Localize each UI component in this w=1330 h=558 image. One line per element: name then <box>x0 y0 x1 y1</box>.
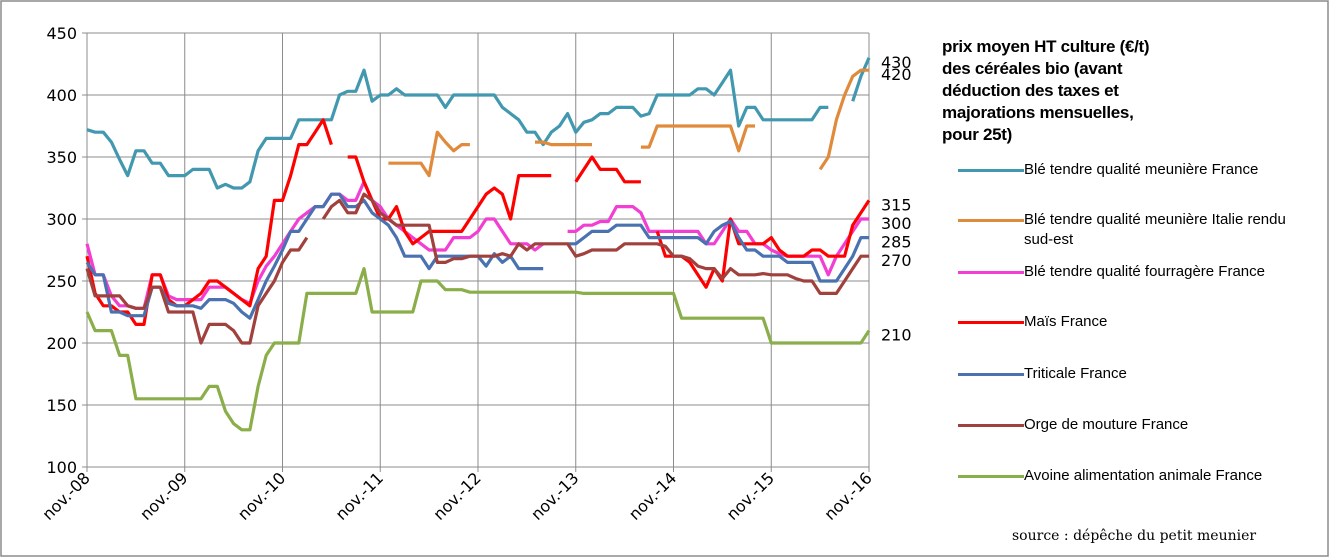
series-line <box>86 57 871 190</box>
end-label: 300 <box>881 214 912 233</box>
legend-swatch <box>958 475 1024 478</box>
x-tick-label: nov.-15 <box>723 468 778 523</box>
y-tick-label: 200 <box>46 334 77 353</box>
end-label: 315 <box>881 195 912 214</box>
legend-swatch <box>958 271 1024 274</box>
end-label: 285 <box>881 233 912 252</box>
y-tick-label: 100 <box>46 458 77 477</box>
y-tick-label: 250 <box>46 272 77 291</box>
legend-item: Blé tendre qualité meunière France <box>958 160 1328 180</box>
source: source : dépêche du petit meunier <box>1012 528 1257 544</box>
legend-item: Blé tendre qualité fourragère France <box>958 262 1328 282</box>
legend-label: Triticale France <box>1024 365 1127 382</box>
legend-label: Avoine alimentation animale France <box>1024 467 1263 484</box>
series-line <box>85 267 871 432</box>
end-label: 420 <box>881 65 912 84</box>
y-tick-label: 400 <box>46 86 77 105</box>
chart-title: prix moyen HT culture (€/t) des céréales… <box>942 37 1150 144</box>
legend-swatch <box>958 219 1024 222</box>
end-label: 210 <box>881 326 912 345</box>
series-line <box>85 118 871 326</box>
x-tick-label: nov.-16 <box>820 468 875 523</box>
legend-item: Maïs France <box>958 312 1328 332</box>
legend-label: Orge de mouture France <box>1024 416 1189 433</box>
x-tick-label: nov.-09 <box>136 468 191 523</box>
legend-item: Blé tendre qualité meunière Italie rendu… <box>958 210 1328 250</box>
legend-swatch <box>958 169 1024 172</box>
legend-label: Blé tendre qualité meunière Italie rendu… <box>1024 211 1286 248</box>
y-tick-label: 300 <box>46 210 77 229</box>
legend-swatch <box>958 321 1024 324</box>
x-tick-label: nov.-14 <box>625 468 680 523</box>
x-tick-label: nov.-11 <box>332 468 387 523</box>
y-tick-label: 350 <box>46 148 77 167</box>
x-tick-label: nov.-13 <box>527 468 582 523</box>
series-line <box>388 68 869 178</box>
legend-item: Triticale France <box>958 364 1328 384</box>
end-label: 430 <box>881 53 912 72</box>
legend-swatch <box>958 373 1024 376</box>
legend-item: Avoine alimentation animale France <box>958 466 1328 486</box>
end-label: 270 <box>881 251 912 270</box>
legend-label: Blé tendre qualité fourragère France <box>1024 263 1265 280</box>
legend-swatch <box>958 424 1024 427</box>
x-tick-label: nov.-12 <box>429 468 484 523</box>
legend-item: Orge de mouture France <box>958 415 1328 435</box>
legend-label: Blé tendre qualité meunière France <box>1024 161 1259 178</box>
legend-label: Maïs France <box>1024 313 1108 330</box>
series-line <box>85 192 869 345</box>
y-tick-label: 450 <box>46 24 77 43</box>
x-tick-label: nov.-10 <box>234 468 289 523</box>
y-tick-label: 150 <box>46 396 77 415</box>
